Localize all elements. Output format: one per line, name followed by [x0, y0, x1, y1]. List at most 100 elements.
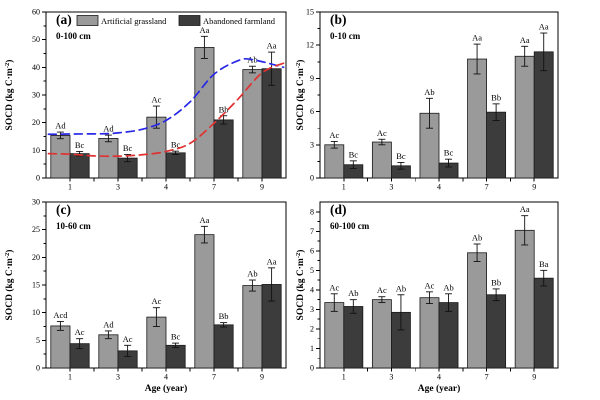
sig-label-artificial-grassland-age-3: Ad	[103, 124, 114, 134]
sig-label-artificial-grassland-age-1: Acd	[53, 310, 68, 320]
x-axis: 1 3 4 7 9	[342, 178, 536, 192]
y-tick-label: 3	[310, 140, 314, 149]
y-tick-label: 1	[310, 344, 314, 353]
sig-label-abandoned-farmland-age-3: Bc	[123, 143, 133, 153]
error-bar-artificial-grassland-age-9	[521, 215, 529, 246]
error-bar-artificial-grassland-age-7	[473, 43, 481, 75]
y-axis: 0 5 10 15 20 25 30	[32, 198, 46, 373]
y-tick-label: 0	[36, 364, 40, 373]
sig-label-artificial-grassland-age-4: Ac	[425, 280, 435, 290]
panel-letter: (c)	[56, 202, 71, 217]
bar-abandoned-farmland-age-1	[69, 153, 90, 179]
error-bar-artificial-grassland-age-9	[248, 65, 256, 74]
x-tick-label: 9	[532, 183, 536, 192]
sig-label-abandoned-farmland-age-3: Ac	[123, 334, 133, 344]
y-tick-label: 10	[32, 308, 40, 317]
sig-label-artificial-grassland-age-9: Aa	[520, 204, 530, 214]
error-bar-artificial-grassland-age-4	[425, 97, 433, 129]
x-axis-title: Age (year)	[418, 383, 460, 394]
error-bar-abandoned-farmland-age-7	[220, 322, 228, 328]
sig-label-artificial-grassland-age-3: Ad	[103, 319, 114, 329]
bar-artificial-grassland-age-7	[194, 234, 215, 369]
x-tick-label: 9	[260, 183, 264, 192]
error-bar-artificial-grassland-age-4	[152, 307, 160, 327]
error-bar-abandoned-farmland-age-3	[124, 344, 132, 357]
series-abandoned-farmland: Bc Bc Bc Bb Aa	[69, 41, 282, 179]
error-bar-abandoned-farmland-age-7	[492, 288, 500, 302]
x-tick-label: 1	[342, 183, 346, 192]
error-bar-artificial-grassland-age-3	[104, 330, 112, 340]
sig-label-abandoned-farmland-age-1: Bc	[349, 149, 359, 159]
sig-label-artificial-grassland-age-1: Ac	[329, 130, 339, 140]
y-tick-label: 4	[310, 285, 314, 294]
sig-label-abandoned-farmland-age-9: Aa	[267, 41, 277, 51]
y-tick-label: 5	[310, 266, 314, 275]
y-axis-title: SOCD (kg C·m-2)	[295, 60, 306, 131]
y-tick-label: 5	[36, 336, 40, 345]
legend-swatch-abandoned-farmland	[178, 15, 201, 26]
error-bar-abandoned-farmland-age-3	[397, 294, 405, 331]
error-bar-abandoned-farmland-age-1	[349, 299, 357, 314]
sig-label-abandoned-farmland-age-7: Bb	[491, 277, 501, 287]
sig-label-artificial-grassland-age-1: Ad	[55, 121, 66, 131]
sig-label-artificial-grassland-age-7: Aa	[199, 25, 209, 35]
series-artificial-grassland: Acd Ad Ac Aa Ab	[50, 215, 263, 369]
y-tick-label: 0	[310, 174, 314, 183]
sig-label-artificial-grassland-age-7: Aa	[472, 33, 482, 43]
bar-artificial-grassland-age-1	[324, 144, 345, 179]
sig-label-artificial-grassland-age-4: Ac	[151, 296, 161, 306]
sig-label-abandoned-farmland-age-7: Bb	[219, 311, 229, 321]
panel-d-chart-60-100cm: 0 1 2 3 4 5 6 7 8 1 3 4 7 9 Ac Ac Ac Ab Aa Ab Ab Ab Bb Ba (d) 60-…	[295, 201, 559, 394]
bar-abandoned-farmland-age-7	[486, 111, 507, 179]
bar-artificial-grassland-age-9	[242, 69, 263, 179]
y-tick-label: 50	[32, 35, 40, 44]
error-bar-artificial-grassland-age-7	[200, 35, 208, 59]
y-tick-label: 30	[32, 91, 40, 100]
y-axis: 0 3 6 9 12 15	[306, 8, 320, 183]
bar-artificial-grassland-age-7	[467, 252, 487, 369]
y-tick-label: 10	[32, 146, 40, 155]
bar-artificial-grassland-age-9	[514, 229, 535, 369]
bar-artificial-grassland-age-9	[242, 285, 263, 369]
error-bar-abandoned-farmland-age-3	[397, 162, 405, 170]
sig-label-artificial-grassland-age-9: Ab	[247, 269, 257, 279]
error-bar-abandoned-farmland-age-1	[349, 160, 357, 170]
y-tick-label: 40	[32, 63, 40, 72]
x-tick-label: 1	[68, 183, 72, 192]
x-axis-title: Age (year)	[145, 383, 187, 394]
series-abandoned-farmland: Bc Bc Bc Bb Aa	[343, 22, 554, 179]
bar-artificial-grassland-age-3	[371, 141, 392, 179]
x-tick-label: 7	[212, 183, 216, 192]
sig-label-abandoned-farmland-age-9: Ba	[539, 259, 549, 269]
x-tick-label: 3	[116, 183, 120, 192]
bar-abandoned-farmland-age-1	[343, 306, 364, 369]
error-bar-artificial-grassland-age-3	[378, 138, 386, 146]
fit-curve-abandoned-farmland-fit	[47, 62, 285, 158]
error-bar-abandoned-farmland-age-4	[172, 342, 180, 348]
panel-letter: (b)	[330, 12, 347, 27]
depth-label: 0-10 cm	[330, 31, 361, 41]
error-bar-abandoned-farmland-age-4	[445, 293, 453, 312]
sig-label-abandoned-farmland-age-7: Bb	[219, 104, 229, 114]
y-tick-label: 0	[36, 174, 40, 183]
error-bar-abandoned-farmland-age-4	[445, 158, 453, 168]
legend-label-abandoned-farmland: Abandoned farmland	[203, 16, 276, 26]
bar-abandoned-farmland-age-4	[438, 302, 459, 369]
error-bar-artificial-grassland-age-3	[378, 296, 386, 304]
bar-abandoned-farmland-age-4	[165, 344, 186, 369]
error-bar-abandoned-farmland-age-4	[172, 150, 180, 155]
sig-label-artificial-grassland-age-3: Ac	[377, 285, 387, 295]
sig-label-abandoned-farmland-age-3: Ab	[396, 283, 406, 293]
x-tick-label: 3	[116, 373, 120, 382]
series-artificial-grassland: Ac Ac Ab Aa Aa	[324, 33, 535, 179]
y-tick-label: 30	[32, 198, 40, 207]
y-axis-title: SOCD (kg C·m-2)	[4, 60, 15, 131]
bar-abandoned-farmland-age-9	[533, 277, 554, 369]
x-tick-label: 7	[485, 373, 489, 382]
y-axis: 0 1 2 3 4 5 6 7 8	[310, 207, 320, 373]
y-tick-label: 12	[306, 41, 314, 50]
legend-swatch-artificial-grassland	[76, 15, 99, 26]
y-axis-title: SOCD (kg C·m-2)	[295, 250, 306, 321]
